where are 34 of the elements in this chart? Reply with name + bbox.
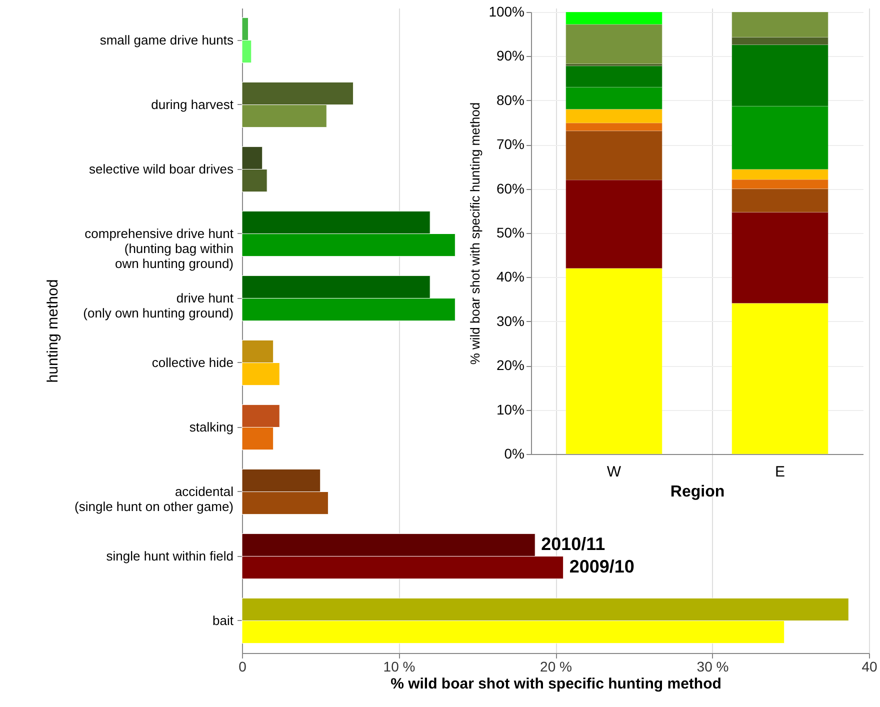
y-tick-label: stalking [189, 419, 234, 434]
x-tick-label: 10 % [383, 658, 416, 674]
y-tick-label: 20% [496, 357, 524, 374]
y-axis-title: hunting method [44, 279, 62, 383]
x-tick-label: 30 % [696, 658, 729, 674]
x-tick-label: 20 % [540, 658, 572, 674]
x-axis-title: % wild boar shot with specific hunting method [390, 676, 722, 692]
y-tick-label: 50% [496, 224, 524, 240]
series-label: 2009/10 [569, 556, 634, 577]
y-tick-label: 70% [496, 136, 524, 152]
y-tick-label: comprehensive drive hunt (hunting bag within own hunting ground) [84, 226, 234, 271]
x-tick-label: 40 [862, 658, 878, 674]
y-tick-label: 80% [496, 92, 524, 108]
y-tick-label: 60% [496, 180, 524, 196]
x-axis-title: Region [670, 484, 725, 500]
x-tick-label: 0 [238, 658, 247, 674]
series-label: 2010/11 [541, 534, 606, 554]
x-tick-label: E [774, 464, 786, 480]
x-tick-label: W [606, 464, 622, 480]
y-tick-label: bait [212, 612, 234, 628]
y-tick-label: 0% [504, 446, 524, 462]
y-tick-label: 90% [496, 48, 524, 64]
y-tick-label: accidental (single hunt on other game) [74, 484, 234, 514]
y-tick-label: 10% [496, 401, 524, 418]
y-tick-label: 30% [496, 312, 524, 329]
y-tick-label: selective wild boar drives [88, 161, 234, 176]
y-tick-label: small game drive hunts [100, 32, 234, 48]
y-tick-label: during harvest [151, 96, 234, 112]
y-tick-label: collective hide [152, 354, 234, 370]
y-tick-label: single hunt within field [106, 548, 234, 564]
y-tick-label: 40% [496, 268, 524, 285]
y-tick-label: 100% [488, 4, 524, 20]
y-tick-label: drive hunt (only own hunting ground) [83, 290, 234, 320]
y-axis-title: % wild boar shot with specific hunting method [468, 102, 483, 365]
